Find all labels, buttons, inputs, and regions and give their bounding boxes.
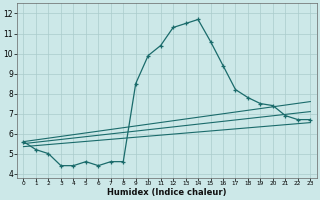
X-axis label: Humidex (Indice chaleur): Humidex (Indice chaleur) [107,188,227,197]
